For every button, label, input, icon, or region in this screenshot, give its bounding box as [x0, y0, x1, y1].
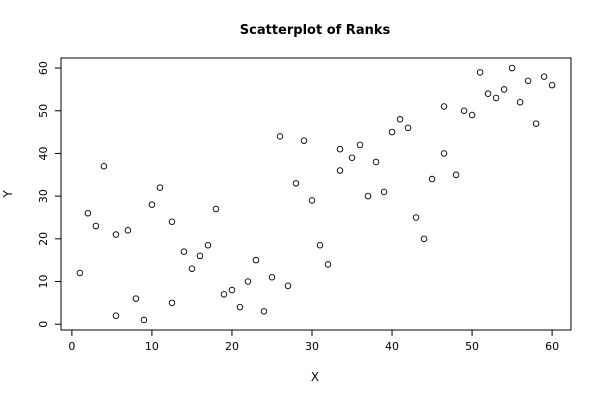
y-tick-label: 20: [37, 232, 50, 246]
point: [440, 103, 448, 110]
point: [228, 286, 236, 294]
plot-box: [60, 57, 572, 331]
point: [396, 116, 404, 123]
point: [484, 90, 492, 97]
point: [516, 98, 524, 106]
y-tick-label: 0: [37, 321, 50, 328]
x-tick-label: 30: [305, 340, 319, 353]
y-tick-label: 50: [37, 104, 50, 118]
x-tick-label: 10: [145, 340, 159, 353]
point: [532, 120, 540, 127]
point: [168, 299, 176, 307]
point: [168, 218, 176, 225]
point: [92, 222, 100, 230]
x-tick-label: 60: [545, 340, 559, 353]
x-tick-label: 40: [385, 340, 399, 353]
point: [204, 241, 212, 249]
point: [440, 150, 448, 157]
point: [276, 133, 284, 140]
point: [428, 175, 436, 183]
point: [252, 256, 260, 264]
point: [308, 197, 316, 204]
point: [112, 312, 120, 319]
point: [284, 282, 292, 290]
point: [420, 235, 428, 243]
y-tick-label: 30: [37, 189, 50, 203]
y-tick-label: 40: [37, 146, 50, 160]
point: [324, 261, 332, 268]
point: [124, 227, 132, 234]
point: [76, 269, 84, 277]
x-tick-label: 20: [225, 340, 239, 353]
point: [84, 209, 92, 217]
point: [112, 231, 120, 238]
x-tick-label: 50: [465, 340, 479, 353]
point: [356, 141, 364, 149]
point: [500, 86, 508, 93]
point: [412, 214, 420, 221]
point: [452, 171, 460, 179]
y-tick-label: 10: [37, 275, 50, 289]
point: [236, 303, 244, 311]
y-tick-label: 60: [37, 61, 50, 75]
point: [196, 252, 204, 260]
point: [140, 316, 148, 324]
point: [300, 137, 308, 144]
point: [180, 248, 188, 255]
point: [148, 201, 156, 208]
point: [156, 184, 164, 191]
point: [548, 81, 556, 89]
point: [476, 69, 484, 76]
point: [260, 308, 268, 315]
point: [244, 278, 252, 285]
point: [492, 94, 500, 102]
point: [460, 107, 468, 115]
point: [188, 265, 196, 272]
point: [524, 77, 532, 85]
point: [100, 163, 108, 170]
chart-title: Scatterplot of Ranks: [240, 23, 391, 38]
point: [132, 295, 140, 302]
point: [380, 188, 388, 196]
point: [316, 241, 324, 249]
point: [388, 128, 396, 136]
point: [364, 192, 372, 200]
point: [268, 273, 276, 281]
point: [212, 205, 220, 213]
point: [292, 180, 300, 187]
point: [348, 154, 356, 161]
point: [372, 158, 380, 166]
point: [336, 145, 344, 153]
x-axis-label: X: [311, 370, 319, 384]
point: [508, 64, 516, 72]
y-axis-label: Y: [1, 190, 15, 199]
point: [220, 291, 228, 298]
x-tick-label: 0: [68, 340, 75, 353]
point: [540, 73, 548, 80]
point: [468, 111, 476, 119]
point: [336, 167, 344, 174]
point: [404, 124, 412, 132]
